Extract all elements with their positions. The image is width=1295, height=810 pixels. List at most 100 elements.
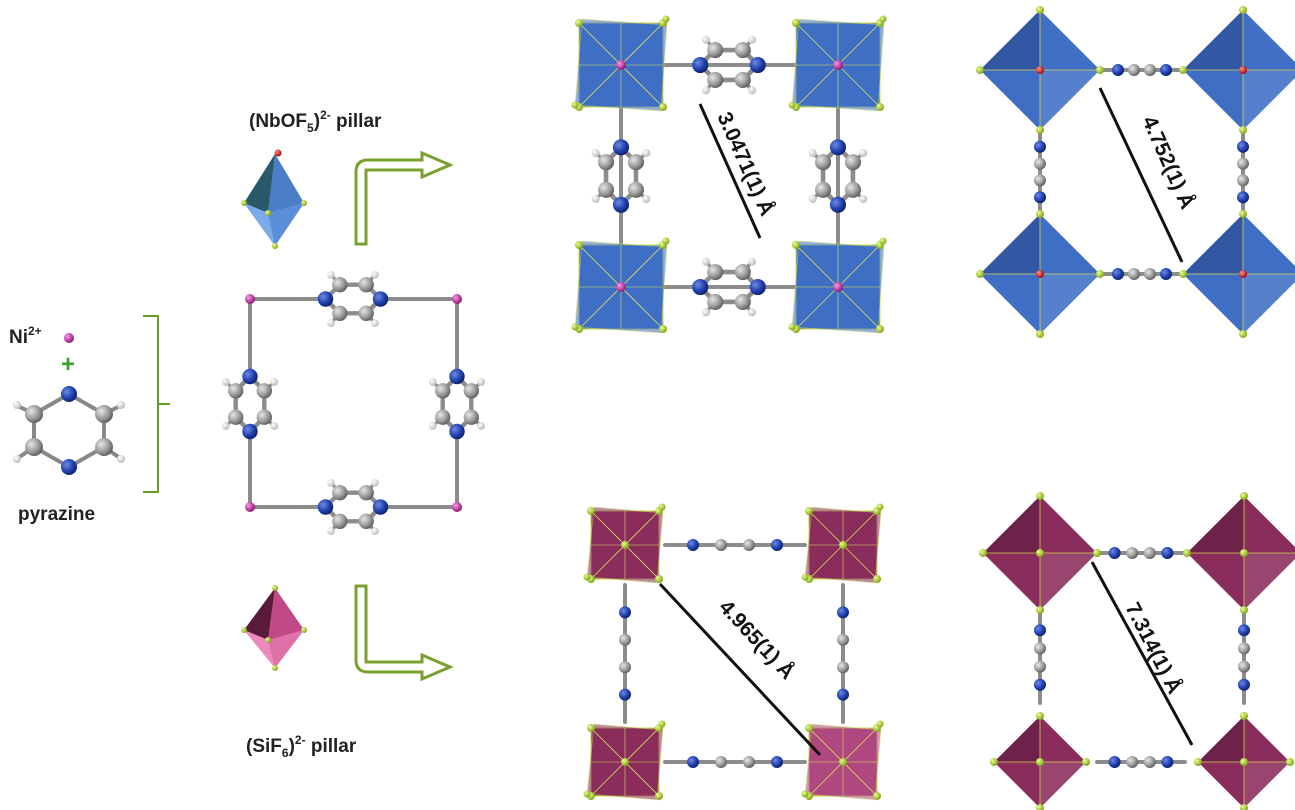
octahedron-polyhedron <box>1194 712 1294 810</box>
carbon-atom <box>734 293 751 311</box>
carbon-atom <box>1128 268 1140 280</box>
central-atom <box>1240 549 1248 557</box>
fluorine-atom <box>990 758 998 766</box>
fluorine-atom <box>1179 270 1187 278</box>
octahedron-polyhedron <box>571 15 670 112</box>
fluorine-atom <box>655 792 663 800</box>
carbon-atom <box>707 71 724 88</box>
nitrogen-atom <box>619 688 631 701</box>
ni-pyrazine-legend: Ni2+ + pyrazine <box>9 315 170 525</box>
carbon-atom <box>1143 756 1156 768</box>
fluorine-atom <box>1036 6 1044 14</box>
hydrogen-atom <box>747 308 757 317</box>
carbon-atom <box>463 383 479 399</box>
nitrogen-atom <box>1237 191 1249 204</box>
central-atom <box>1036 549 1044 557</box>
nitrogen-atom <box>1160 268 1172 280</box>
nitrogen-atom <box>829 139 847 156</box>
nitrogen-atom <box>1112 268 1124 280</box>
carbon-atom <box>1237 174 1249 187</box>
carbon-atom <box>837 633 849 646</box>
carbon-atom <box>619 633 631 646</box>
fluorine-atom <box>788 101 796 109</box>
fluorine-atom <box>659 103 667 111</box>
nickel-atom <box>833 282 843 292</box>
polyhedron-face <box>980 10 1040 70</box>
nitrogen-atom <box>372 499 389 515</box>
nickel-atom <box>452 502 462 512</box>
fluorine-atom <box>976 66 984 74</box>
carbon-atom <box>358 277 374 293</box>
fluorine-atom <box>1093 549 1101 557</box>
carbon-atom <box>734 264 751 281</box>
nickel-atom <box>616 60 626 70</box>
carbon-atom <box>332 513 348 529</box>
carbon-atom <box>1143 547 1156 559</box>
octahedron-polyhedron <box>801 503 884 584</box>
fluorine-atom <box>873 792 881 800</box>
hydrogen-atom <box>701 257 711 266</box>
carbon-atom <box>435 409 451 425</box>
carbon-atom <box>1034 174 1046 187</box>
carbon-atom <box>256 383 272 399</box>
si-pillar-octahedron-icon <box>241 585 307 671</box>
fluorine-atom <box>876 103 884 111</box>
central-atom <box>839 758 847 766</box>
octahedron-polyhedron <box>976 210 1104 338</box>
octahedron-polyhedron <box>571 237 670 334</box>
nitrogen-atom <box>829 196 847 213</box>
nitrogen-atom <box>612 139 630 156</box>
fluorine-atom <box>801 790 809 798</box>
fluorine-atom <box>876 503 884 511</box>
carbon-atom <box>1034 157 1046 170</box>
fluorine-atom <box>1036 210 1044 218</box>
carbon-atom <box>332 485 348 501</box>
nitrogen-atom <box>317 499 334 515</box>
carbon-atom <box>837 661 849 674</box>
nitrogen-atom <box>837 688 849 701</box>
nitrogen-atom <box>242 423 258 440</box>
fluorine-atom <box>801 573 809 581</box>
carbon-atom <box>619 661 631 674</box>
carbon-atom <box>815 154 832 171</box>
central-atom <box>621 758 629 766</box>
fluorine-atom <box>1036 804 1044 810</box>
fluorine-atom <box>1036 330 1044 338</box>
central-atom <box>1036 66 1044 74</box>
nb-view-1-distance-label: 3.0471(1) Å <box>712 108 779 219</box>
polyhedron-face <box>980 214 1040 274</box>
central-atom <box>1036 758 1044 766</box>
fluorine-atom <box>1239 126 1247 134</box>
carbon-atom <box>1237 157 1249 170</box>
nickel-atom <box>245 502 255 512</box>
carbon-atom <box>598 181 615 198</box>
hydrogen-atom <box>808 148 817 158</box>
hydrogen-atom <box>591 148 600 158</box>
fluorine-atom <box>1286 758 1294 766</box>
nb-structure-view-1 <box>571 15 887 334</box>
si-view-2-distance-line <box>1090 561 1194 746</box>
carbon-atom <box>332 277 348 293</box>
fluorine-atom <box>1240 606 1248 614</box>
octahedron-polyhedron <box>788 15 887 112</box>
si-view-1-distance-line <box>658 582 822 757</box>
nb-structure-view-2 <box>976 6 1295 338</box>
hydrogen-atom <box>591 194 600 204</box>
nitrogen-atom <box>1238 624 1250 637</box>
hydrogen-atom <box>701 35 711 44</box>
polyhedron-face <box>1040 70 1100 130</box>
octahedron-polyhedron <box>1183 492 1295 614</box>
carbon-atom <box>734 42 751 59</box>
fluorine-atom <box>1036 712 1044 720</box>
nitrogen-atom <box>449 423 465 440</box>
carbon-atom <box>844 154 861 171</box>
nitrogen-atom <box>1034 624 1046 637</box>
nitrogen-atom <box>687 756 699 768</box>
nickel-atom <box>452 294 462 304</box>
carbon-atom <box>707 264 724 281</box>
nitrogen-atom <box>1108 547 1121 559</box>
octahedron-polyhedron <box>583 720 666 801</box>
fluorine-atom <box>1239 210 1247 218</box>
fluorine-atom <box>879 15 887 23</box>
hydrogen-atom <box>859 194 868 204</box>
